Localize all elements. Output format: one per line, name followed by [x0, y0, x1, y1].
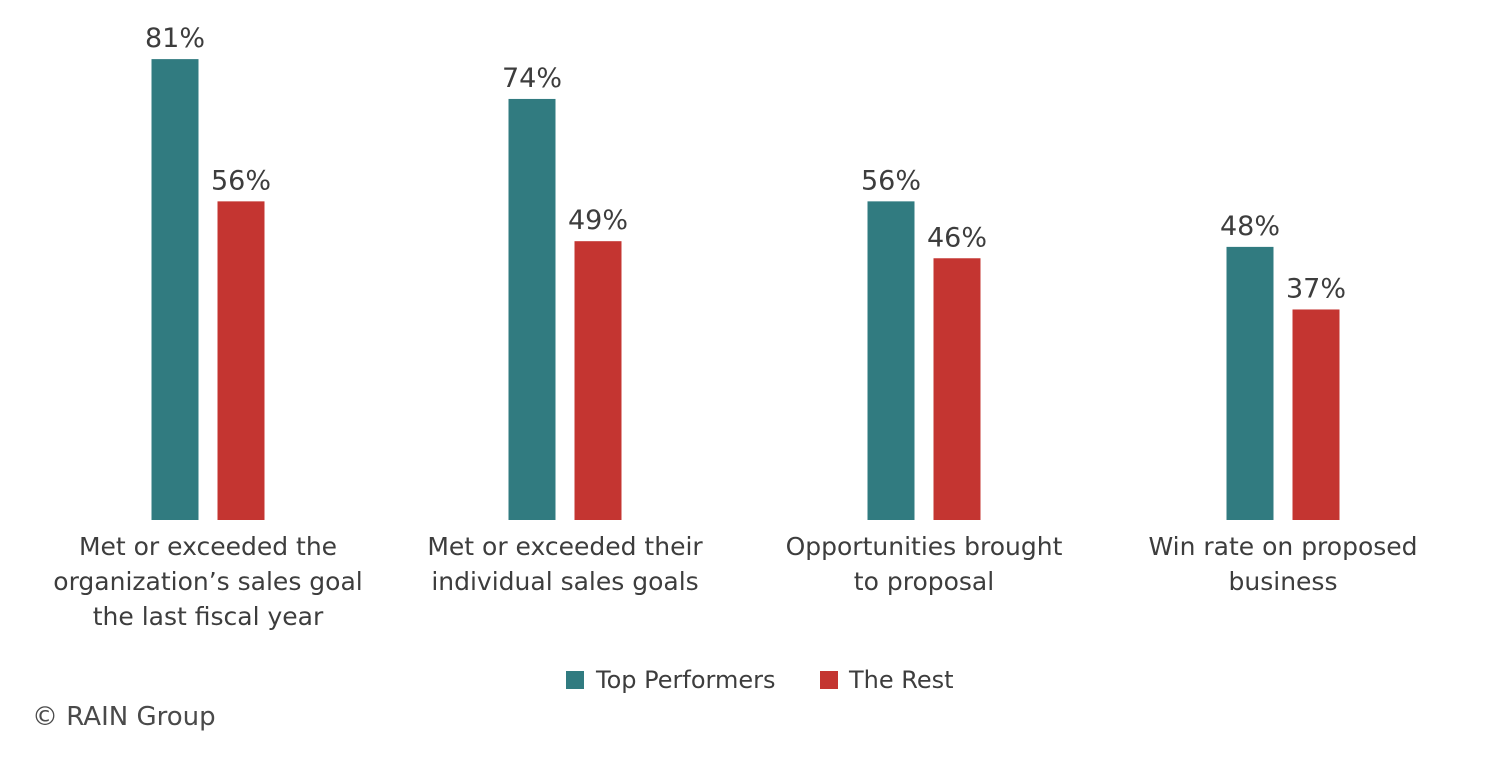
bar-the-rest-3 [933, 258, 981, 520]
category-label-line: organization’s sales goal [53, 567, 362, 596]
legend-label-top-performers: Top Performers [595, 666, 775, 694]
category-label-line: the last fiscal year [93, 602, 324, 631]
category-label-line: to proposal [854, 567, 994, 596]
bar-top-performers-3 [867, 201, 915, 521]
category-label-1: Met or exceeded the organization’s sales … [53, 532, 362, 631]
value-label-the-rest-1: 56% [211, 165, 271, 196]
category-labels-layer: Met or exceeded the organization’s sales … [53, 532, 1417, 631]
legend-swatch-top-performers [566, 671, 584, 689]
category-label-line: Met or exceeded their [427, 532, 703, 561]
value-label-top-performers-2: 74% [502, 63, 562, 94]
value-label-top-performers-4: 48% [1220, 211, 1280, 242]
category-label-3: Opportunities brought to proposal [786, 532, 1063, 596]
value-label-the-rest-2: 49% [568, 205, 628, 236]
category-label-2: Met or exceeded their individual sales go… [427, 532, 703, 596]
category-label-4: Win rate on proposed business [1148, 532, 1417, 596]
value-label-top-performers-1: 81% [145, 23, 205, 54]
legend-swatch-the-rest [820, 671, 838, 689]
bar-top-performers-1 [151, 59, 199, 521]
category-label-line: Opportunities brought [786, 532, 1063, 561]
category-label-line: business [1229, 567, 1338, 596]
category-label-line: Met or exceeded the [79, 532, 337, 561]
value-labels-layer: 81%56%74%49%56%46% 48%37% [145, 23, 1346, 304]
bar-the-rest-1 [217, 201, 265, 521]
bars-layer [151, 59, 1340, 521]
bar-top-performers-2 [508, 98, 556, 520]
category-label-line: Win rate on proposed [1148, 532, 1417, 561]
copyright-text: © RAIN Group [32, 702, 216, 732]
legend: Top Performers The Rest [566, 666, 954, 694]
bar-the-rest-2 [574, 241, 622, 520]
value-label-the-rest-4: 37% [1286, 273, 1346, 304]
category-label-line: individual sales goals [431, 567, 698, 596]
value-label-top-performers-3: 56% [861, 165, 921, 196]
bar-the-rest-4 [1292, 309, 1340, 520]
bar-top-performers-4 [1226, 246, 1274, 520]
value-label-the-rest-3: 46% [927, 222, 987, 253]
legend-label-the-rest: The Rest [848, 666, 954, 694]
